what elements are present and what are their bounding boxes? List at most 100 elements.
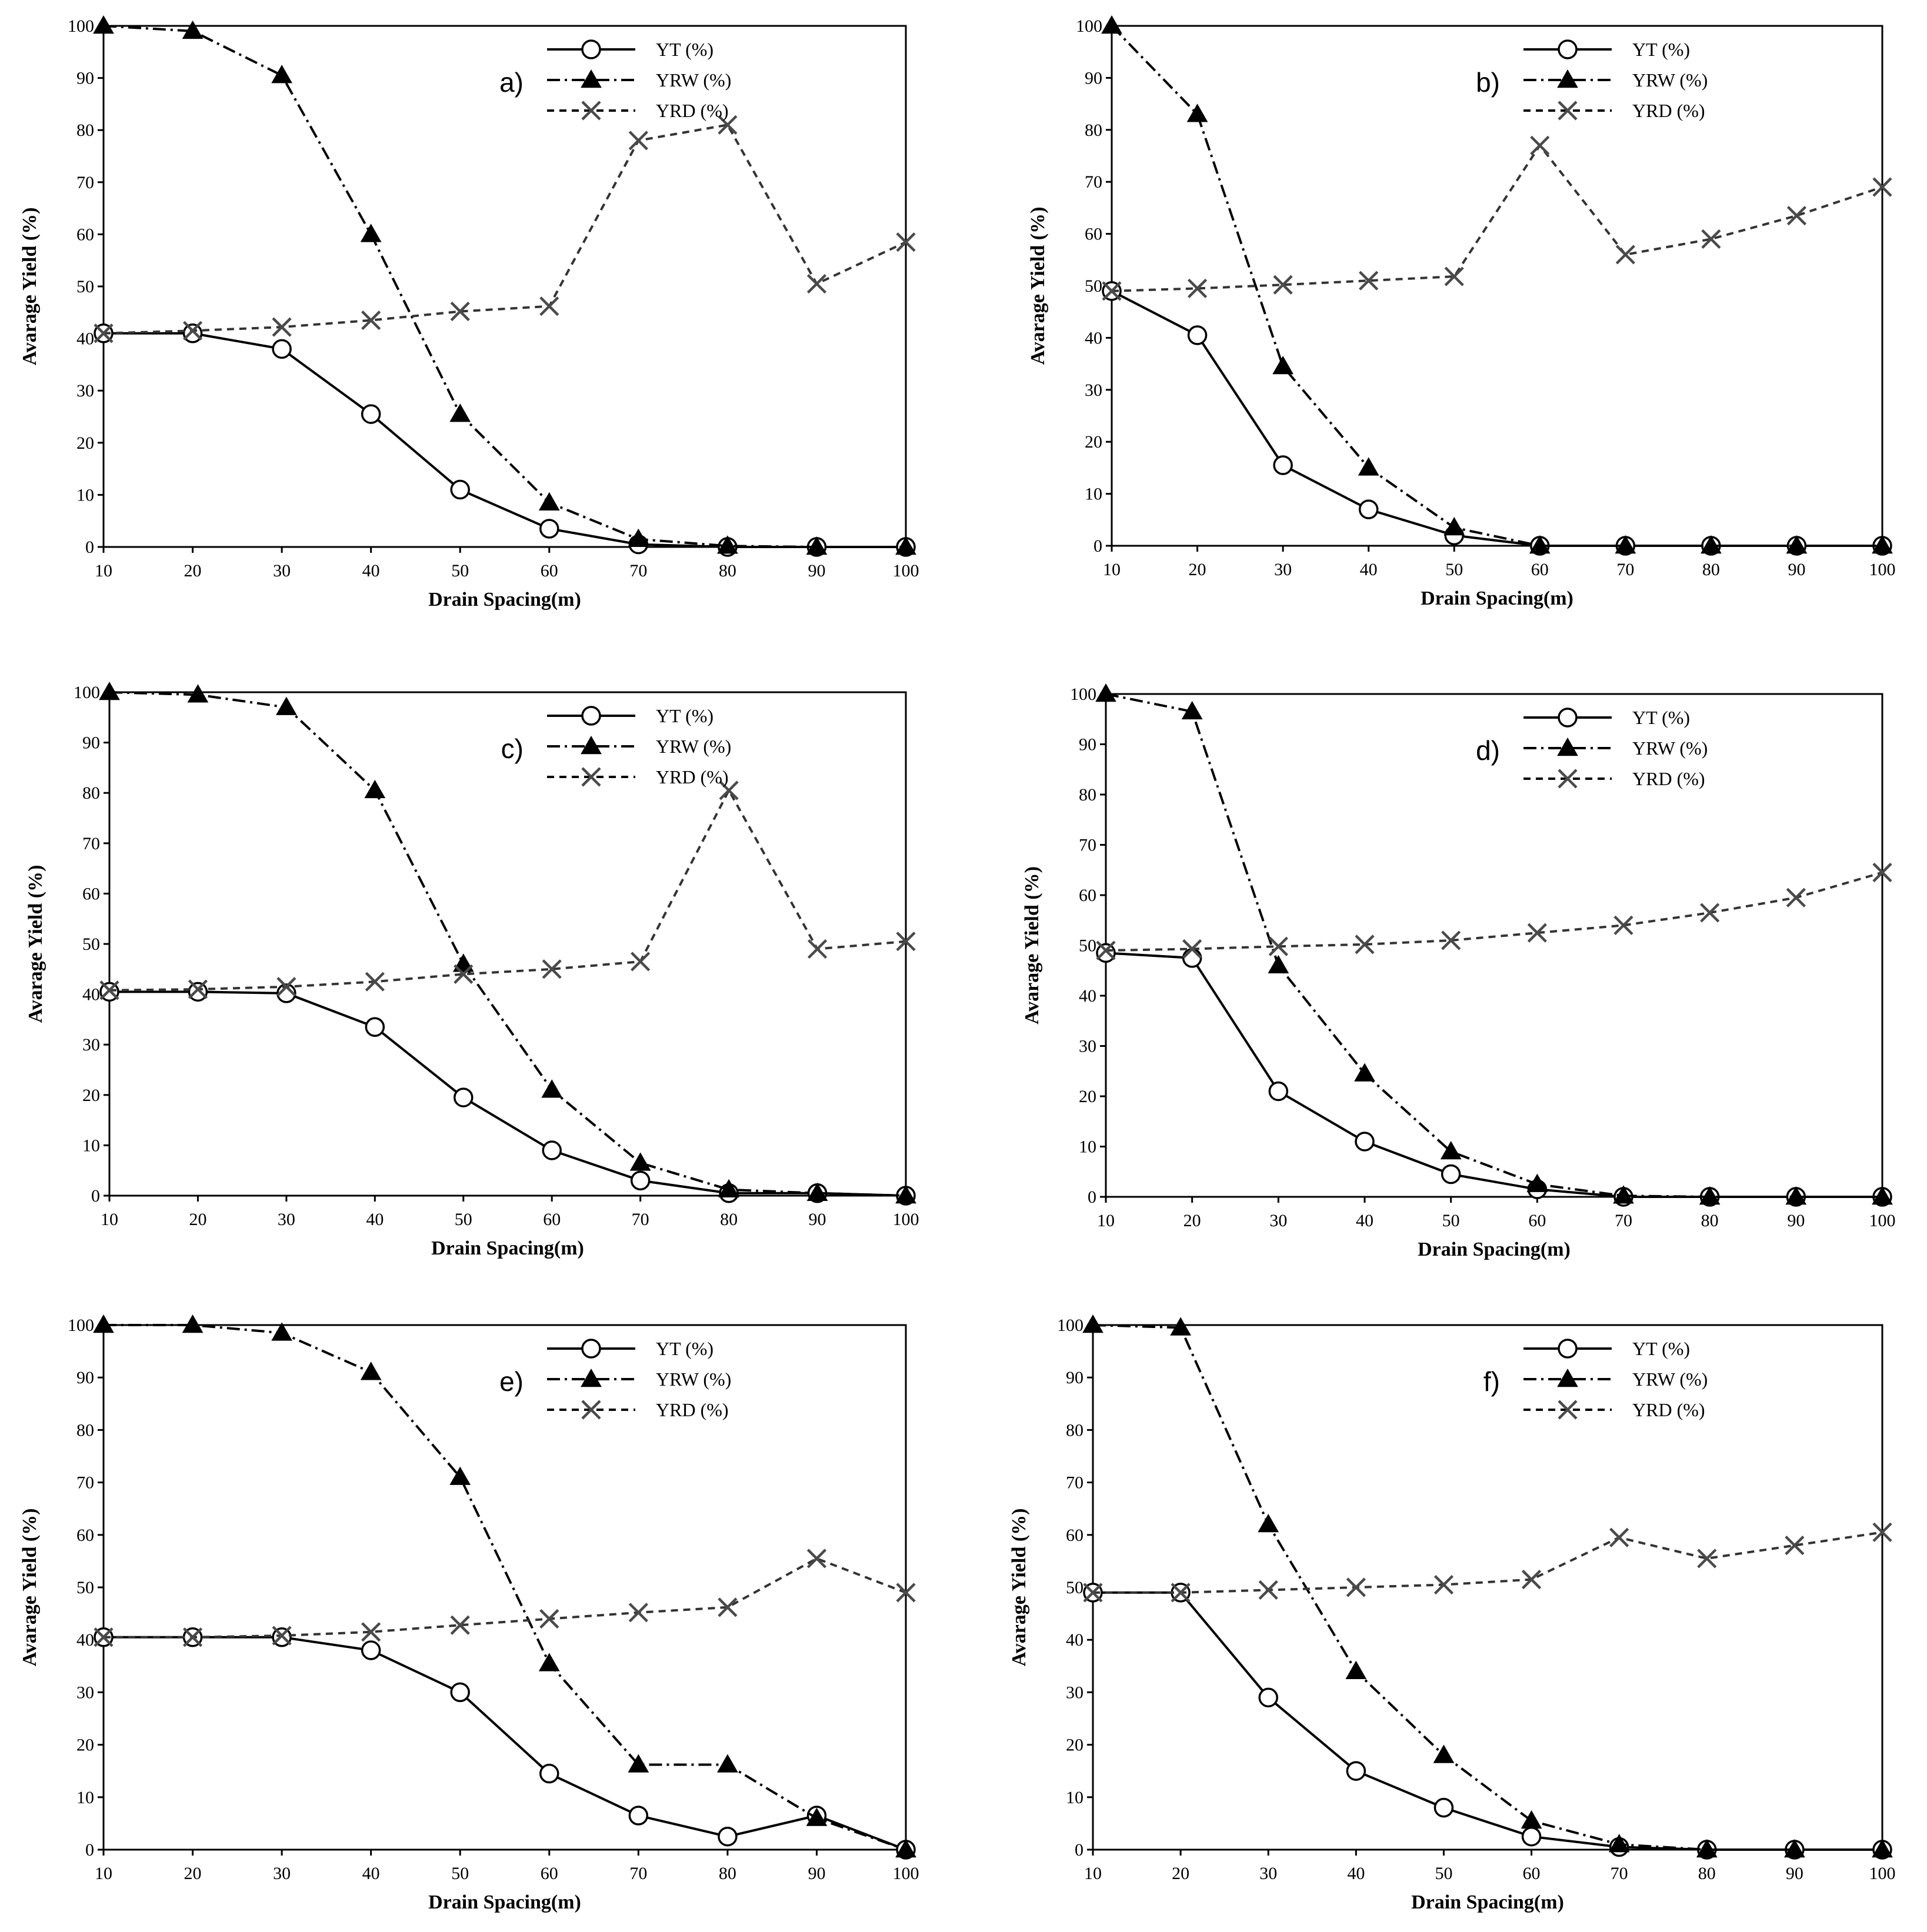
data-point [1171,1583,1191,1603]
legend-label: YRD (%) [656,766,729,788]
legend-marker [581,39,601,59]
x-tick-label: 80 [719,1864,736,1883]
data-point [1095,683,1116,702]
legend-marker [581,767,601,787]
y-tick-label: 0 [1093,536,1102,556]
series-line [103,25,906,548]
data-point [1615,535,1636,554]
legend: YT (%) YRW (%) YRD (%) [1523,1338,1708,1420]
data-point [99,681,120,700]
legend: YT (%) YRW (%) YRD (%) [547,705,731,788]
data-point [895,1838,916,1858]
data-point [1521,1810,1542,1829]
data-point [99,980,119,1000]
y-tick-label: 100 [1070,685,1096,704]
data-point [365,1017,385,1037]
x-tick-label: 20 [1172,1864,1189,1883]
y-tick-label: 100 [68,16,94,36]
series-line [104,1557,906,1639]
y-tick-label: 0 [1088,1187,1096,1207]
y-tick-label: 90 [76,1368,94,1387]
y-tick-label: 0 [85,538,94,557]
data-point [1615,245,1635,265]
y-tick-label: 90 [1066,1368,1083,1387]
data-point [806,1549,827,1569]
x-tick-label: 50 [451,561,469,580]
y-tick-label: 20 [1066,1736,1083,1755]
data-point [449,1466,471,1485]
data-point [1699,1186,1721,1205]
x-axis-title: Drain Spacing(m) [1418,1239,1571,1260]
series-yt [94,323,916,557]
y-tick-label: 10 [1085,485,1102,504]
x-tick-label: 100 [1869,1864,1896,1883]
y-tick-label: 80 [1066,1420,1083,1440]
y-tick-label: 60 [1066,1526,1083,1545]
series-yt [99,982,916,1206]
data-point [272,317,292,337]
legend: YT (%) YRW (%) YRD (%) [547,1338,731,1420]
y-tick-label: 50 [76,277,94,296]
series-line [1111,25,1882,547]
legend-label: YT (%) [1632,707,1690,728]
data-point [718,1826,738,1847]
x-tick-label: 100 [893,1864,919,1883]
data-point [541,1079,563,1098]
x-tick-label: 80 [1701,1211,1719,1230]
plot-frame [1092,1324,1883,1851]
x-tick-label: 90 [808,1864,825,1883]
data-point [538,492,560,510]
data-point [539,1763,559,1784]
series-yrw [1095,683,1893,1205]
data-point [628,1754,649,1773]
plot-frame [1105,693,1883,1198]
series-line [109,691,906,1197]
y-tick-label: 40 [1085,328,1102,348]
data-point [539,519,559,539]
y-tick-label: 20 [76,1736,94,1755]
y-tick-label: 90 [82,733,100,753]
data-point [1785,1536,1805,1556]
data-point [361,1640,381,1660]
data-point [1358,499,1379,519]
x-tick-label: 40 [362,1864,380,1883]
x-axis-title: Drain Spacing(m) [428,589,581,610]
y-tick-label: 80 [76,1420,94,1440]
legend-marker [1558,708,1578,728]
y-tick-label: 90 [1079,735,1096,755]
data-point [718,1597,738,1617]
data-point [1268,955,1289,973]
data-point [361,310,381,331]
legend: YT (%) YRW (%) YRD (%) [1523,39,1708,121]
x-tick-label: 100 [893,561,919,580]
data-point [1102,281,1122,301]
data-point [1443,517,1465,536]
y-axis-title: Avarage Yield (%) [19,1509,41,1667]
legend-marker [1558,1400,1578,1420]
x-tick-label: 10 [101,1210,118,1229]
x-tick-label: 50 [455,1210,472,1229]
data-point [1181,700,1203,720]
data-point [538,1653,560,1671]
data-point [1521,1826,1542,1847]
panel-label: b) [1476,67,1500,98]
data-point [628,528,649,547]
data-point [1258,1513,1279,1533]
panel-label: e) [499,1366,524,1397]
series-line [104,1636,906,1851]
legend-label: YRW (%) [656,69,731,91]
x-tick-label: 10 [1084,1864,1102,1883]
data-point [450,301,470,322]
x-tick-label: 40 [1356,1211,1373,1230]
series-line [1105,693,1882,1198]
series-yrw [93,15,916,555]
y-tick-label: 0 [85,1840,94,1860]
x-tick-label: 20 [1183,1211,1201,1230]
data-point [1433,1744,1455,1763]
x-tick-label: 40 [366,1210,384,1229]
x-tick-label: 100 [1869,1211,1896,1230]
y-tick-label: 80 [1079,785,1096,805]
x-axis-title: Drain Spacing(m) [1411,1891,1564,1913]
data-point [895,536,916,555]
data-point [1872,177,1892,197]
